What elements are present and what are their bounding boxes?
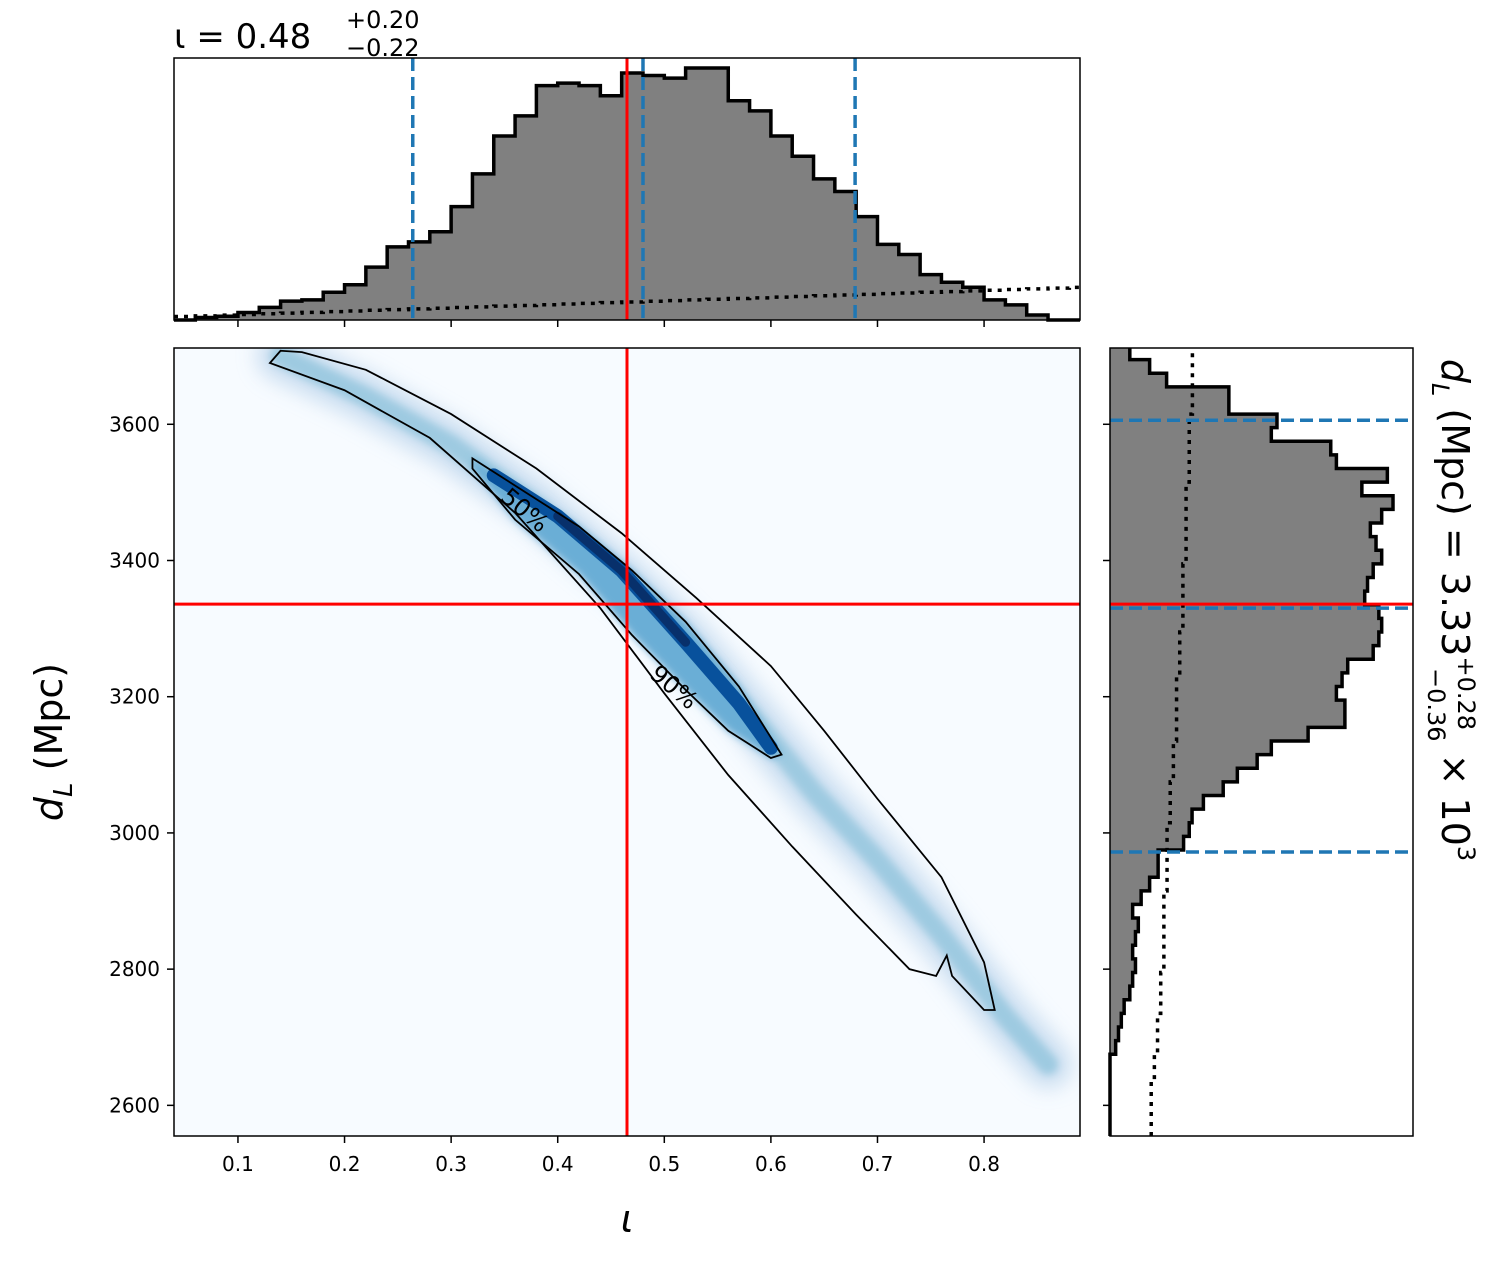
top-panel-frame xyxy=(173,57,1081,321)
joint-panel-frame xyxy=(173,347,1081,1137)
right-panel-ticks xyxy=(1103,423,1110,1107)
top-prior-line xyxy=(174,285,1080,319)
xtick-label-5: 0.6 xyxy=(755,1152,787,1176)
ytick-label-5: 3600 xyxy=(109,412,160,436)
xtick-label-7: 0.8 xyxy=(968,1152,1000,1176)
right-prior-line xyxy=(1149,348,1195,1136)
right-label-tail: × 10 xyxy=(1433,742,1477,846)
top-title-sub: −0.22 xyxy=(346,34,420,62)
ytick-label-2: 3000 xyxy=(109,821,160,845)
right-hist-outline xyxy=(1108,348,1395,1136)
top-hist-outline xyxy=(174,66,1080,322)
xtick-label-2: 0.3 xyxy=(435,1152,467,1176)
y-axis-label-unit: (Mpc) xyxy=(27,663,71,783)
right-label-d: d xyxy=(1433,359,1477,384)
right-label: dL (Mpc) = 3.33+0.28−0.36 × 103 xyxy=(1422,359,1480,861)
joint-panel: 50%90% 0.1 0.2 0.3 0.4 0.5 0.6 0.7 0.8 2600 2800 3… xyxy=(27,347,1081,1241)
density-peak xyxy=(553,511,691,647)
y-axis-label: dL (Mpc) xyxy=(27,663,79,821)
x-axis-label: ι xyxy=(621,1197,634,1241)
top-hist-content xyxy=(174,58,1080,322)
right-label-sub: L xyxy=(1426,383,1454,396)
right-hist-content xyxy=(1108,348,1413,1136)
joint-content: 50%90% xyxy=(174,348,1080,1136)
ytick-label-4: 3400 xyxy=(109,548,160,572)
top-marginal-panel: ι = 0.48 +0.20 −0.22 xyxy=(173,6,1081,327)
contour-50 xyxy=(471,456,783,759)
contour-90 xyxy=(268,349,996,1011)
xtick-label-6: 0.7 xyxy=(862,1152,894,1176)
y-axis-label-d: d xyxy=(27,796,71,821)
top-panel-ticks xyxy=(237,320,985,327)
right-hist-fill xyxy=(1110,348,1393,1136)
top-title-main: ι = 0.48 xyxy=(174,17,311,57)
right-label-sup: +0.28 xyxy=(1452,656,1480,730)
right-label-exp: 3 xyxy=(1452,846,1480,861)
ytick-label-1: 2800 xyxy=(109,957,160,981)
top-title-sup: +0.20 xyxy=(346,6,420,34)
right-label-sub2: −0.36 xyxy=(1422,668,1450,742)
right-marginal-panel: dL (Mpc) = 3.33+0.28−0.36 × 103 xyxy=(1103,347,1480,1137)
ytick-label-3: 3200 xyxy=(109,685,160,709)
xtick-label-1: 0.2 xyxy=(329,1152,361,1176)
ytick-label-0: 2600 xyxy=(109,1093,160,1117)
xtick-label-4: 0.5 xyxy=(648,1152,680,1176)
right-label-rest: (Mpc) = 3.33 xyxy=(1433,396,1477,656)
right-panel-frame xyxy=(1109,347,1414,1137)
y-axis-label-sub: L xyxy=(49,782,79,797)
top-title: ι = 0.48 xyxy=(174,17,311,57)
joint-ticks: 0.1 0.2 0.3 0.4 0.5 0.6 0.7 0.8 2600 2800 3000 3200… xyxy=(109,412,1000,1176)
xtick-label-0: 0.1 xyxy=(222,1152,254,1176)
xtick-label-3: 0.4 xyxy=(542,1152,574,1176)
